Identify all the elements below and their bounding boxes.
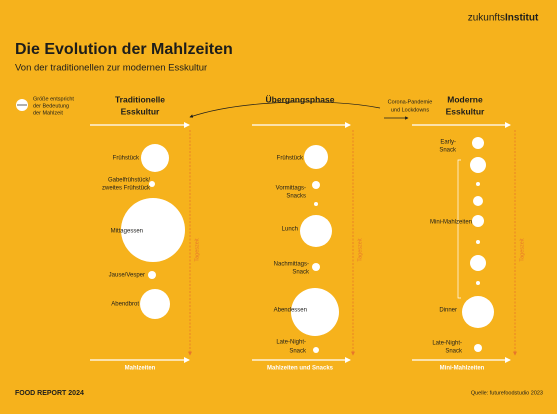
meal-circle [121,198,185,262]
meal-label: Vormittags- [276,186,306,192]
meal-circle [462,296,494,328]
meal-label: Late-Night- [432,341,462,347]
meal-label: Late-Night- [276,340,306,346]
brand-bold: Institut [505,13,539,24]
title: Die Evolution der Mahlzeiten [15,41,233,58]
meal-circle [140,289,170,319]
meal-label: Snack [439,148,457,154]
meal-label: Jause/Vesper [109,273,145,279]
meal-circle [472,215,484,227]
meal-circle [476,240,480,244]
meal-circle [312,181,320,189]
footer-report: FOOD REPORT 2024 [15,390,84,397]
meal-label: Nachmittags- [274,262,309,268]
meal-label: zweites Frühstück [102,186,151,192]
legend-text: der Mahlzeit [33,110,63,116]
meal-circle [141,144,169,172]
transition-note: und Lockdowns [391,107,429,113]
meal-label: Dinner [439,308,457,314]
meal-label: Snack [289,349,307,355]
meal-circle [470,255,486,271]
bracket [457,159,461,299]
meal-label: Gabelfrühstück/ [108,178,150,184]
meal-circle [314,202,318,206]
meal-label: Abendessen [274,308,307,314]
axis-label: Tageszeit [519,238,525,262]
meal-label: Snack [292,270,310,276]
meal-label: Lunch [282,227,298,233]
meal-label: Mini-Mahlzeiten [430,220,472,226]
legend-text: Größe entspricht [33,96,74,102]
bottom-label: Mahlzeiten [125,366,156,372]
meal-circle [312,263,320,271]
meal-circle [300,215,332,247]
meal-circle [313,347,319,353]
subtitle: Von der traditionellen zur modernen Essk… [15,63,207,74]
meal-circle [304,145,328,169]
meal-label: Early- [440,140,456,146]
meal-label: Mittagessen [111,229,143,235]
meal-label: Frühstück [277,156,304,162]
bottom-label: Mini-Mahlzeiten [440,366,485,372]
transition-note: Corona-Pandemie [388,99,433,105]
footer-source: Quelle: futurefoodstudio 2023 [471,390,543,396]
meal-circle [148,271,156,279]
column-title: Übergangsphase [266,94,335,104]
meal-circle [291,288,339,336]
axis-label: Tageszeit [357,238,363,262]
meal-circle [472,137,484,149]
meal-label: Abendbrot [111,302,139,308]
axis-label: Tageszeit [194,238,200,262]
bottom-label: Mahlzeiten und Snacks [267,366,334,372]
meal-circle [473,196,483,206]
column-title: Esskultur [446,106,485,116]
meal-circle [476,281,480,285]
legend-text: der Bedeutung [33,103,69,109]
column-title: Moderne [447,94,483,104]
meal-circle [470,157,486,173]
brand: zukunfts [468,13,505,24]
meal-label: Snack [445,349,463,355]
meal-circle [149,181,155,187]
column-title: Traditionelle [115,94,165,104]
meal-circle [476,182,480,186]
transition-arrow [189,101,381,118]
meal-label: Snacks [286,194,306,200]
meal-circle [474,344,482,352]
meal-label: Frühstück [113,156,140,162]
column-title: Esskultur [121,106,160,116]
